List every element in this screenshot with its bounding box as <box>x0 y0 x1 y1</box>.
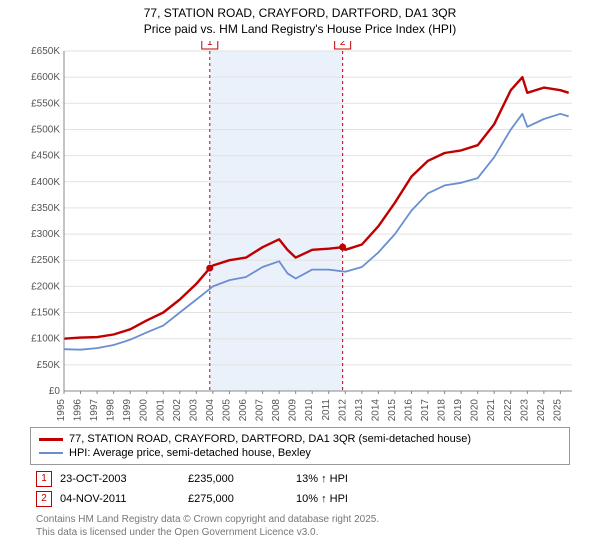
svg-text:2025: 2025 <box>552 399 563 421</box>
svg-text:2005: 2005 <box>221 399 232 421</box>
svg-text:1998: 1998 <box>106 399 117 421</box>
svg-text:2012: 2012 <box>337 399 348 421</box>
sales-table: 1 23-OCT-2003 £235,000 13% ↑ HPI 2 04-NO… <box>8 471 592 507</box>
svg-text:1997: 1997 <box>89 399 100 421</box>
sale-price: £235,000 <box>188 473 288 485</box>
sale-hpi: 13% ↑ HPI <box>296 473 396 485</box>
svg-text:£650K: £650K <box>31 46 60 57</box>
svg-text:2024: 2024 <box>536 399 547 421</box>
svg-text:2002: 2002 <box>172 399 183 421</box>
svg-text:£400K: £400K <box>31 177 60 188</box>
license-line2: This data is licensed under the Open Gov… <box>36 526 592 539</box>
svg-text:£100K: £100K <box>31 334 60 345</box>
svg-text:2020: 2020 <box>470 399 481 421</box>
svg-text:2009: 2009 <box>288 399 299 421</box>
sale-hpi: 10% ↑ HPI <box>296 493 396 505</box>
license-line1: Contains HM Land Registry data © Crown c… <box>36 513 592 526</box>
svg-text:2001: 2001 <box>155 399 166 421</box>
svg-text:1: 1 <box>207 41 213 48</box>
legend-swatch-red <box>39 438 63 441</box>
svg-text:£350K: £350K <box>31 203 60 214</box>
svg-text:£550K: £550K <box>31 98 60 109</box>
chart: £0 £50K £100K £150K £200K £250K £300K £350K £400… <box>20 41 580 421</box>
svg-text:2: 2 <box>340 41 346 48</box>
svg-text:2018: 2018 <box>437 399 448 421</box>
chart-title: 77, STATION ROAD, CRAYFORD, DARTFORD, DA… <box>8 6 592 37</box>
svg-text:2023: 2023 <box>519 399 530 421</box>
svg-text:£600K: £600K <box>31 72 60 83</box>
svg-text:1996: 1996 <box>73 399 84 421</box>
legend-row-blue: HPI: Average price, semi-detached house,… <box>39 446 561 460</box>
svg-text:2003: 2003 <box>188 399 199 421</box>
svg-text:2016: 2016 <box>403 399 414 421</box>
svg-text:2006: 2006 <box>238 399 249 421</box>
svg-text:2014: 2014 <box>370 399 381 421</box>
svg-text:£500K: £500K <box>31 125 60 136</box>
svg-text:2022: 2022 <box>503 399 514 421</box>
sale-row: 2 04-NOV-2011 £275,000 10% ↑ HPI <box>36 491 592 507</box>
svg-text:2008: 2008 <box>271 399 282 421</box>
svg-text:2010: 2010 <box>304 399 315 421</box>
svg-text:2000: 2000 <box>139 399 150 421</box>
sale-marker-icon: 2 <box>36 491 52 507</box>
svg-text:2011: 2011 <box>321 399 332 421</box>
title-line2: Price paid vs. HM Land Registry's House … <box>8 22 592 38</box>
svg-text:2015: 2015 <box>387 399 398 421</box>
sale-marker-icon: 1 <box>36 471 52 487</box>
svg-text:£300K: £300K <box>31 229 60 240</box>
svg-text:£0: £0 <box>49 386 61 397</box>
svg-text:£150K: £150K <box>31 308 60 319</box>
svg-text:2019: 2019 <box>453 399 464 421</box>
svg-text:£50K: £50K <box>37 360 61 371</box>
svg-text:£250K: £250K <box>31 255 60 266</box>
legend: 77, STATION ROAD, CRAYFORD, DARTFORD, DA… <box>30 427 570 465</box>
legend-label-red: 77, STATION ROAD, CRAYFORD, DARTFORD, DA… <box>69 433 471 445</box>
legend-row-red: 77, STATION ROAD, CRAYFORD, DARTFORD, DA… <box>39 432 561 446</box>
svg-text:1999: 1999 <box>122 399 133 421</box>
sale-price: £275,000 <box>188 493 288 505</box>
sale-row: 1 23-OCT-2003 £235,000 13% ↑ HPI <box>36 471 592 487</box>
license-text: Contains HM Land Registry data © Crown c… <box>36 513 592 539</box>
svg-text:2004: 2004 <box>205 399 216 421</box>
svg-text:£200K: £200K <box>31 282 60 293</box>
legend-swatch-blue <box>39 452 63 454</box>
svg-text:1995: 1995 <box>56 399 67 421</box>
svg-text:2017: 2017 <box>420 399 431 421</box>
svg-text:2021: 2021 <box>486 399 497 421</box>
title-line1: 77, STATION ROAD, CRAYFORD, DARTFORD, DA… <box>8 6 592 22</box>
svg-text:2007: 2007 <box>255 399 266 421</box>
svg-text:£450K: £450K <box>31 151 60 162</box>
svg-text:2013: 2013 <box>354 399 365 421</box>
legend-label-blue: HPI: Average price, semi-detached house,… <box>69 447 311 459</box>
sale-date: 23-OCT-2003 <box>60 473 180 485</box>
sale-date: 04-NOV-2011 <box>60 493 180 505</box>
